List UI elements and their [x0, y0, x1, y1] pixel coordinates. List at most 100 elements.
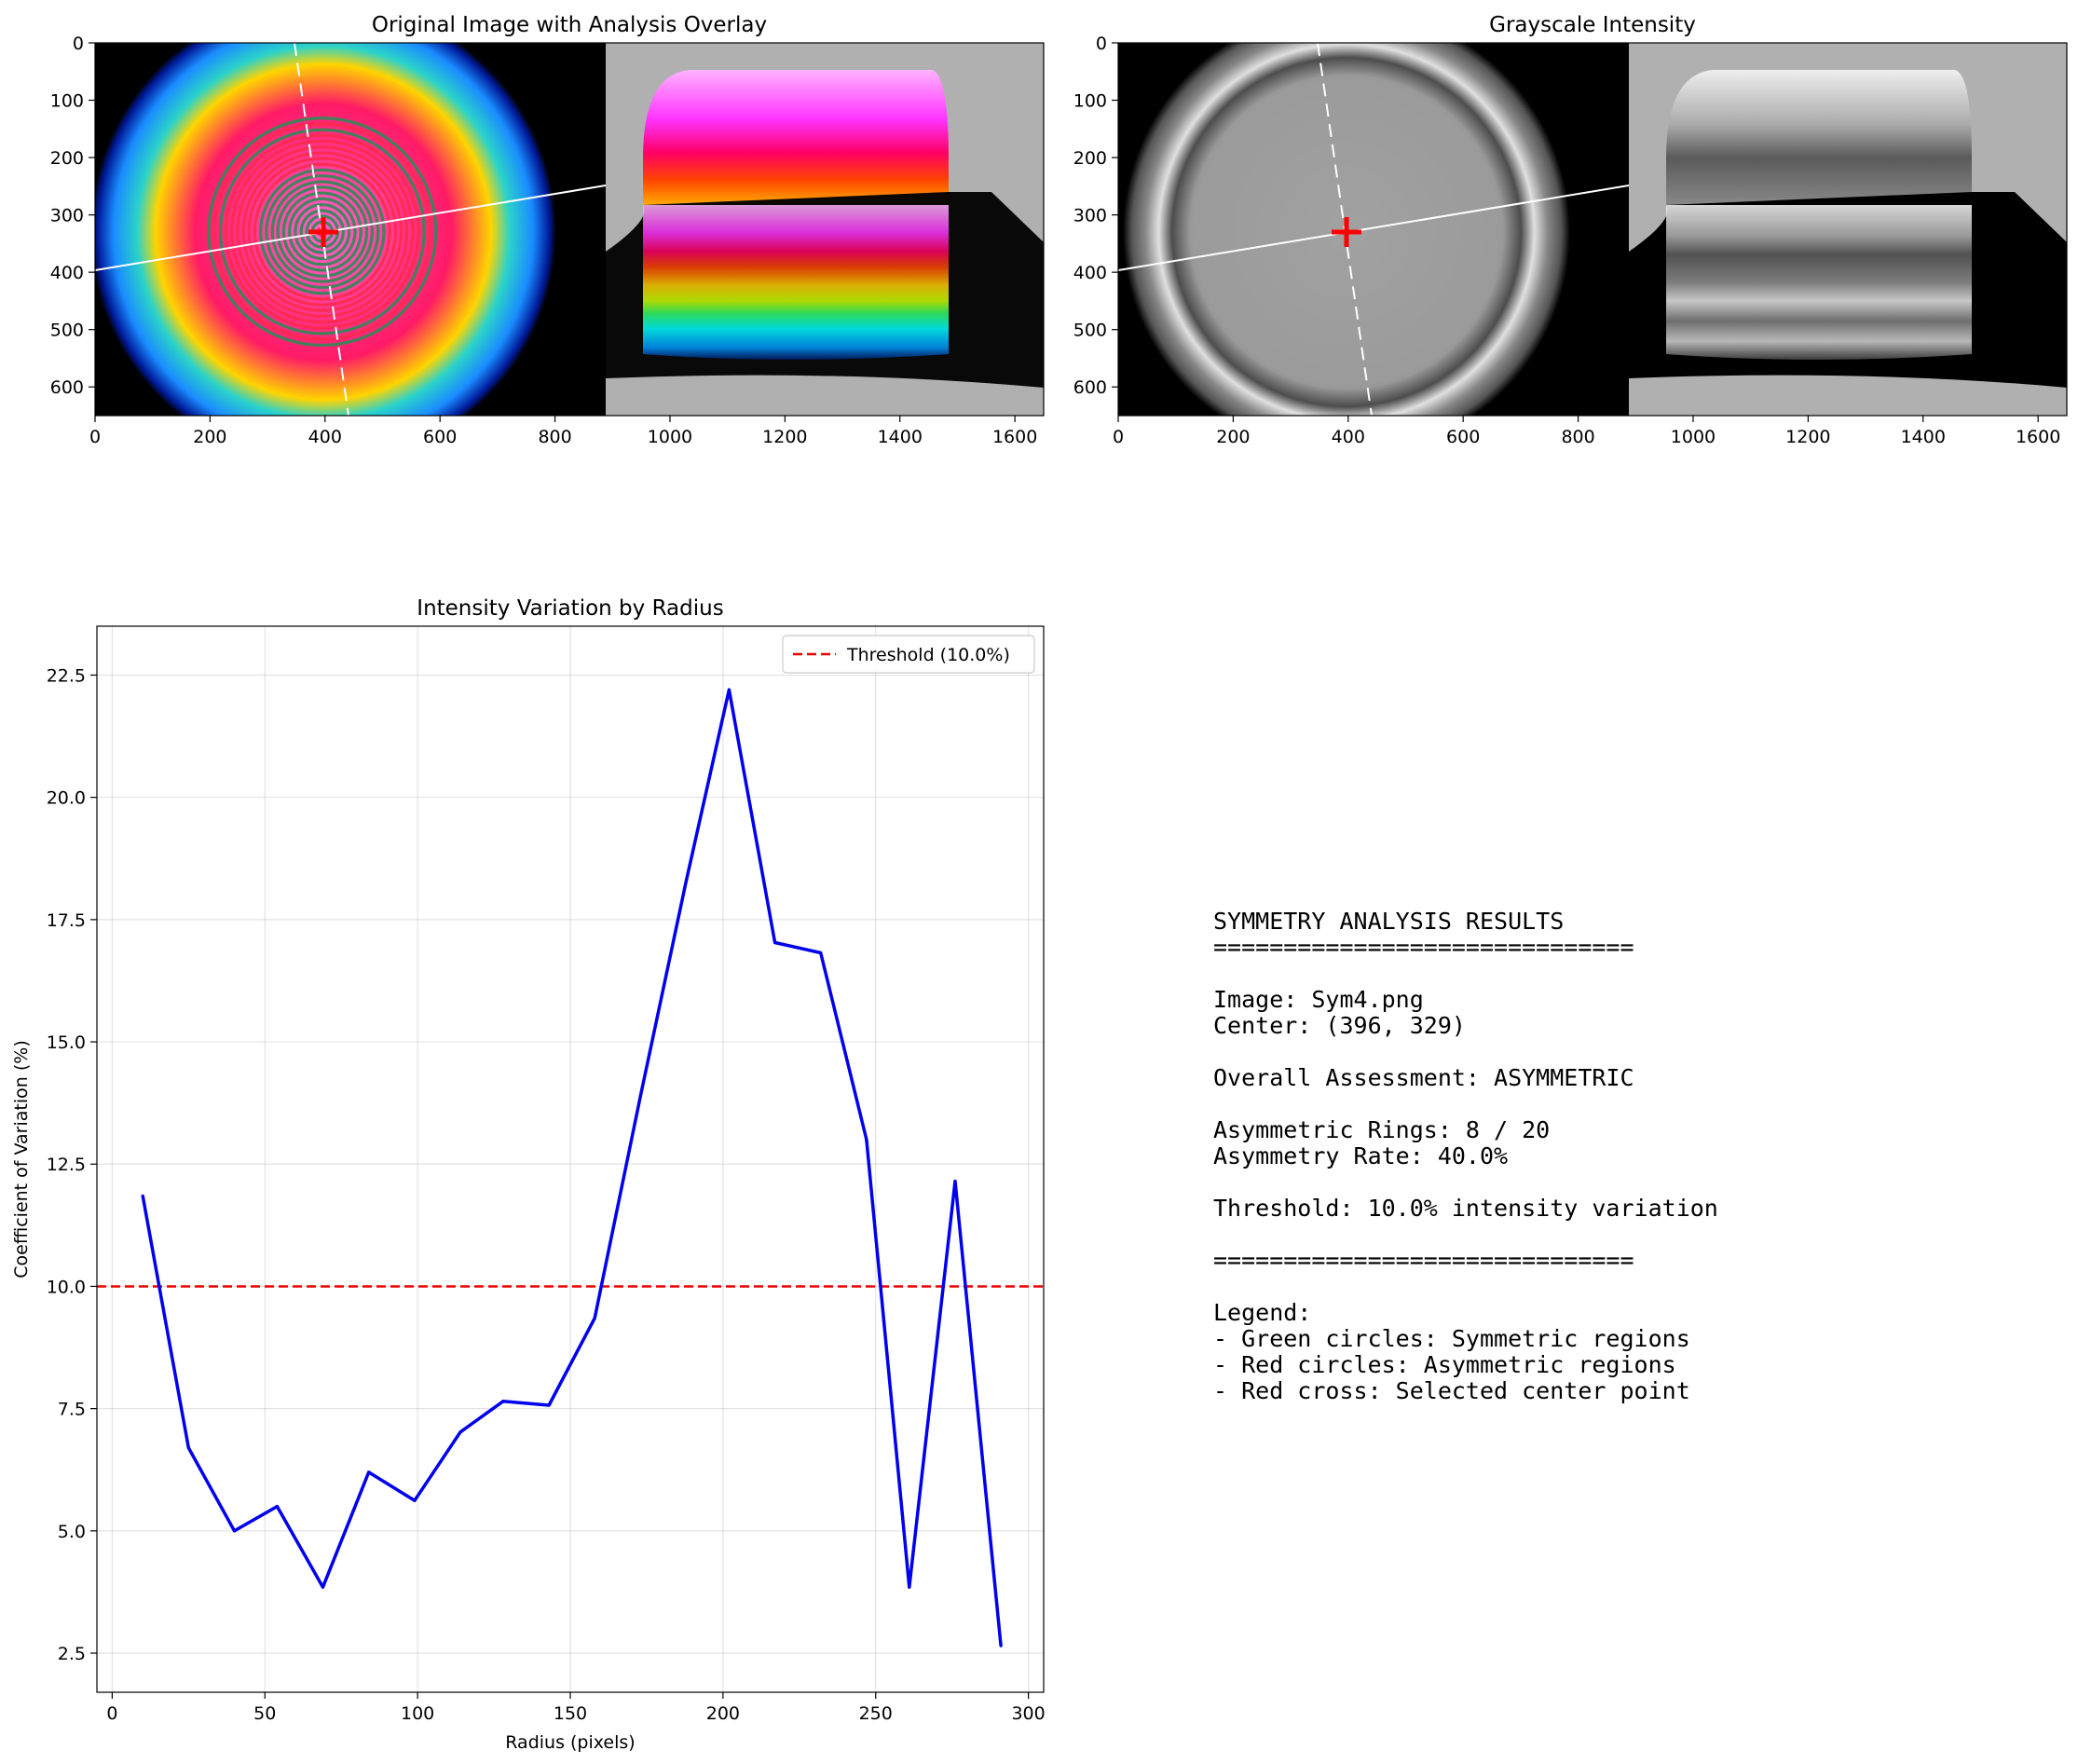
line-chart-x-axis: 0 50 100 150 200 250 300 [106, 1692, 1046, 1724]
x-tick-label: 200 [193, 427, 226, 447]
analysis-ring [288, 197, 357, 267]
data-point [953, 1180, 957, 1183]
x-tick-label: 400 [1332, 427, 1365, 447]
results-line: Asymmetry Rate: 40.0% [1213, 1142, 1509, 1169]
x-tick-label: 1000 [648, 427, 692, 447]
results-line: Overall Assessment: ASYMMETRIC [1213, 1064, 1634, 1091]
analysis-ring [281, 191, 362, 272]
data-point [458, 1430, 462, 1434]
grayscale-image-content [1118, 43, 2067, 416]
results-line [1213, 1091, 1718, 1117]
y-tick-label: 400 [1073, 263, 1107, 283]
results-line: Threshold: 10.0% intensity variation [1213, 1195, 1718, 1222]
analysis-ring [276, 185, 369, 278]
y-tick-label: 400 [50, 263, 84, 283]
x-tick-label: 1400 [1901, 427, 1946, 447]
data-point [819, 950, 823, 955]
analysis-ring [259, 168, 386, 295]
y-tick-label: 100 [50, 91, 84, 112]
x-tick-label: 0 [89, 427, 101, 447]
results-line: Legend: [1213, 1299, 1312, 1326]
x-tick-label: 400 [308, 427, 342, 447]
x-tick-label: 1600 [2016, 427, 2060, 447]
grayscale-x-axis: 0 200 400 600 800 1000 1200 1400 1600 [1113, 416, 2060, 447]
analysis-ring [241, 151, 403, 312]
x-tick-label: 50 [253, 1703, 276, 1724]
results-line: - Red cross: Selected center point [1213, 1377, 1690, 1404]
analysis-ring [265, 174, 380, 290]
original-x-axis: 0 200 400 600 800 1000 1200 1400 1600 [89, 416, 1037, 447]
x-tick-label: 1600 [992, 427, 1037, 447]
analysis-ring [253, 162, 391, 301]
analysis-ring [207, 116, 438, 348]
data-point [501, 1400, 505, 1403]
results-line [1213, 1274, 1718, 1300]
x-tick-label: 100 [401, 1703, 434, 1724]
data-point [999, 1644, 1003, 1648]
data-point [638, 1094, 642, 1098]
panel-original-image: Original Image with Analysis Overlay 0 20… [50, 13, 1045, 447]
y-tick-label: 22.5 [47, 665, 86, 686]
x-tick-label: 200 [1216, 427, 1250, 447]
y-tick-label: 17.5 [47, 910, 86, 931]
y-tick-label: 0 [73, 34, 84, 54]
y-tick-label: 600 [1073, 377, 1107, 398]
x-tick-label: 1200 [762, 427, 807, 447]
results-text-panel: SYMMETRY ANALYSIS RESULTS ===============… [1213, 909, 1718, 1404]
results-line [1213, 1169, 1718, 1196]
cv-series-line [141, 688, 1003, 1647]
data-point [684, 879, 689, 882]
y-tick-label: 15.0 [47, 1032, 86, 1053]
analysis-ring [247, 157, 398, 307]
results-line [1213, 1222, 1718, 1248]
x-tick-label: 0 [106, 1703, 117, 1724]
cv-series-points [141, 688, 1003, 1648]
data-point [908, 1585, 911, 1589]
x-tick-label: 150 [554, 1703, 587, 1724]
y-tick-label: 12.5 [47, 1155, 86, 1175]
grayscale-y-axis: 0 100 200 300 400 500 600 [1073, 34, 1118, 398]
y-tick-label: 2.5 [58, 1644, 86, 1664]
analysis-rings [207, 116, 438, 348]
y-tick-label: 5.0 [58, 1522, 86, 1542]
x-tick-label: 0 [1113, 427, 1124, 447]
y-tick-label: 20.0 [47, 788, 86, 809]
y-tick-label: 500 [1073, 321, 1107, 341]
results-line: ============================== [1213, 934, 1634, 961]
y-tick-label: 200 [50, 148, 84, 169]
x-axis-label: Radius (pixels) [505, 1732, 635, 1753]
y-tick-label: 7.5 [58, 1400, 86, 1420]
y-tick-label: 300 [50, 206, 84, 226]
analysis-ring [236, 145, 409, 319]
x-tick-label: 600 [1446, 427, 1480, 447]
x-tick-label: 600 [423, 427, 457, 447]
analysis-ring [218, 128, 426, 335]
results-line: - Red circles: Asymmetric regions [1213, 1351, 1676, 1378]
y-tick-label: 200 [1073, 148, 1107, 169]
panel-line-chart: Intensity Variation by Radius 0 50 100 150 2… [11, 596, 1046, 1753]
y-tick-label: 600 [50, 377, 84, 398]
data-point [772, 940, 777, 945]
legend-threshold-label: Threshold (10.0%) [846, 645, 1010, 665]
y-axis-label: Coefficient of Variation (%) [11, 1040, 32, 1278]
y-tick-label: 100 [1073, 91, 1107, 112]
results-line: Center: (396, 329) [1213, 1012, 1466, 1039]
data-point [547, 1403, 551, 1407]
panel-grayscale-image: Grayscale Intensity 0 200 400 600 800 1000 120… [1073, 13, 2068, 447]
x-tick-label: 300 [1011, 1703, 1045, 1724]
results-line: - Green circles: Symmetric regions [1213, 1325, 1690, 1352]
data-point [593, 1316, 596, 1320]
line-chart-title: Intensity Variation by Radius [417, 596, 723, 621]
panel-grayscale-title: Grayscale Intensity [1489, 13, 1696, 37]
x-tick-label: 1200 [1785, 427, 1830, 447]
grayscale-center-cross-marker [1332, 217, 1361, 247]
line-chart-grid [97, 626, 1044, 1692]
results-line [1213, 961, 1718, 987]
y-tick-label: 0 [1096, 34, 1107, 54]
center-cross-marker [308, 217, 338, 247]
data-point [321, 1585, 325, 1589]
x-tick-label: 1000 [1671, 427, 1716, 447]
original-y-axis: 0 100 200 300 400 500 600 [50, 34, 95, 398]
legend: Threshold (10.0%) [782, 635, 1035, 674]
